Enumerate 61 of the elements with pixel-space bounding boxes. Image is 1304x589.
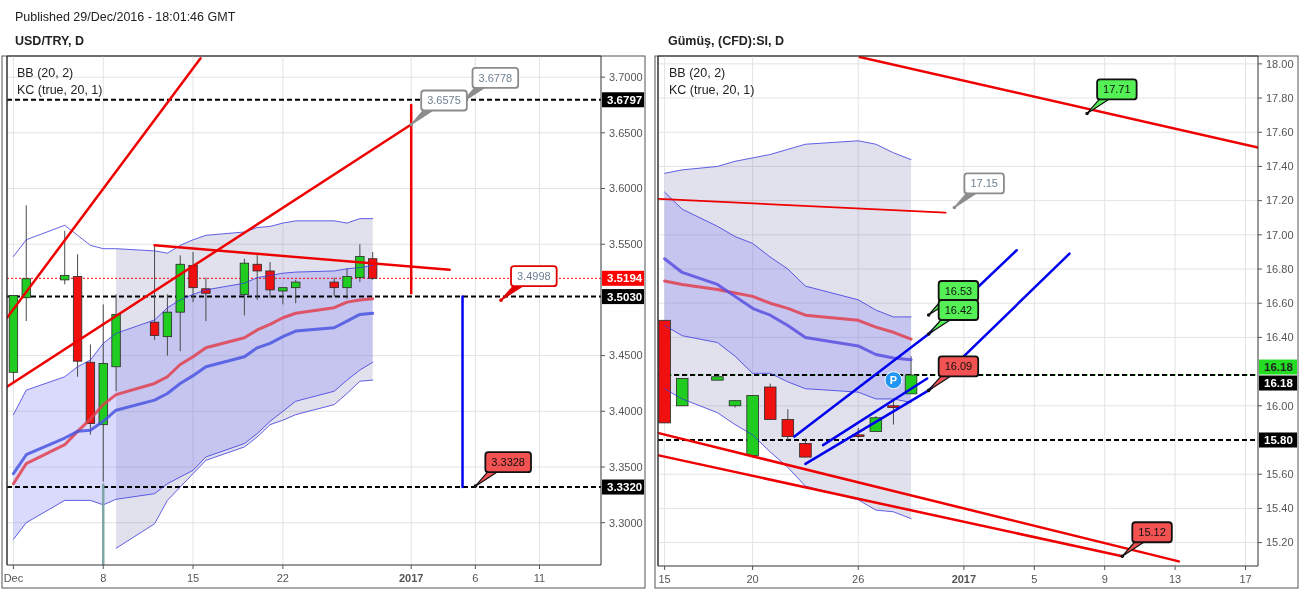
x-tick-label: 26	[852, 572, 865, 585]
y-tick-label: 17.00	[1266, 228, 1294, 241]
ref-line-label: 3.6797	[607, 93, 643, 106]
y-tick-label: 17.80	[1266, 91, 1294, 104]
x-tick-label: 13	[1168, 572, 1182, 585]
y-tick-label: 17.60	[1266, 126, 1294, 139]
annotation: KC (true, 20, 1)	[17, 83, 103, 98]
x-tick-label: 5	[1031, 572, 1038, 585]
y-tick-label: 15.60	[1266, 468, 1294, 481]
chart-title: USD/TRY, D	[15, 34, 84, 49]
x-tick-label: 17	[1239, 572, 1252, 585]
x-tick-label: Dec	[3, 571, 24, 584]
y-tick-label: 15.40	[1266, 502, 1294, 515]
annotation: 3.3328	[491, 455, 526, 468]
annotation: 16.42	[944, 303, 973, 316]
annotation: BB (20, 2)	[669, 66, 726, 81]
annotation: 17.15	[970, 177, 998, 190]
annotation: KC (true, 20, 1)	[669, 83, 755, 98]
ref-line-label: 3.3320	[607, 481, 643, 494]
x-tick-label: 15	[658, 572, 671, 585]
y-tick-label: 3.6000	[609, 182, 643, 195]
x-tick-label: 6	[472, 571, 479, 584]
x-tick-label: 15	[186, 571, 200, 584]
y-tick-label: 3.7000	[609, 71, 643, 84]
annotation: 3.4998	[517, 269, 551, 282]
y-tick-label: 16.80	[1266, 262, 1294, 275]
y-tick-label: 3.4500	[609, 349, 643, 362]
annotation: 3.6575	[427, 94, 461, 107]
y-tick-label: 3.3000	[609, 516, 643, 529]
annotation: P	[889, 374, 898, 387]
annotation: 3.6778	[478, 71, 513, 84]
annotation: 15.12	[1138, 526, 1166, 539]
ref-line-label: 16.18	[1264, 361, 1294, 374]
chart-title: Gümüş, (CFD):SI, D	[668, 34, 784, 49]
x-tick-label: 9	[1101, 572, 1108, 585]
ref-line-label: 3.5030	[607, 290, 643, 303]
y-tick-label: 17.20	[1266, 194, 1294, 207]
y-tick-label: 16.00	[1266, 399, 1294, 412]
chart-subtitle: Published 29/Dec/2016 - 18:01:46 GMT	[15, 10, 236, 25]
annotation: 16.53	[944, 284, 973, 297]
ref-line-label: 16.18	[1264, 377, 1294, 390]
y-tick-label: 15.20	[1266, 536, 1294, 549]
annotation: 16.09	[944, 360, 973, 373]
x-tick-label: 22	[276, 571, 290, 584]
x-tick-label: 8	[100, 571, 107, 584]
y-tick-label: 18.00	[1266, 57, 1294, 70]
x-tick-label: 20	[746, 572, 759, 585]
y-tick-label: 16.40	[1266, 331, 1294, 344]
ref-line-label: 3.5194	[607, 272, 643, 285]
annotation: 17.71	[1103, 83, 1131, 96]
y-tick-label: 16.60	[1266, 297, 1294, 310]
y-tick-label: 3.4000	[609, 405, 643, 418]
y-tick-label: 3.5500	[609, 238, 643, 251]
y-tick-label: 3.6500	[609, 126, 643, 139]
x-tick-label: 2017	[398, 571, 424, 584]
annotation: BB (20, 2)	[17, 66, 74, 81]
y-tick-label: 17.40	[1266, 160, 1294, 173]
ref-line-label: 15.80	[1264, 434, 1293, 447]
x-tick-label: 11	[533, 571, 546, 584]
x-tick-label: 2017	[951, 572, 977, 585]
y-tick-label: 3.3500	[609, 460, 643, 473]
